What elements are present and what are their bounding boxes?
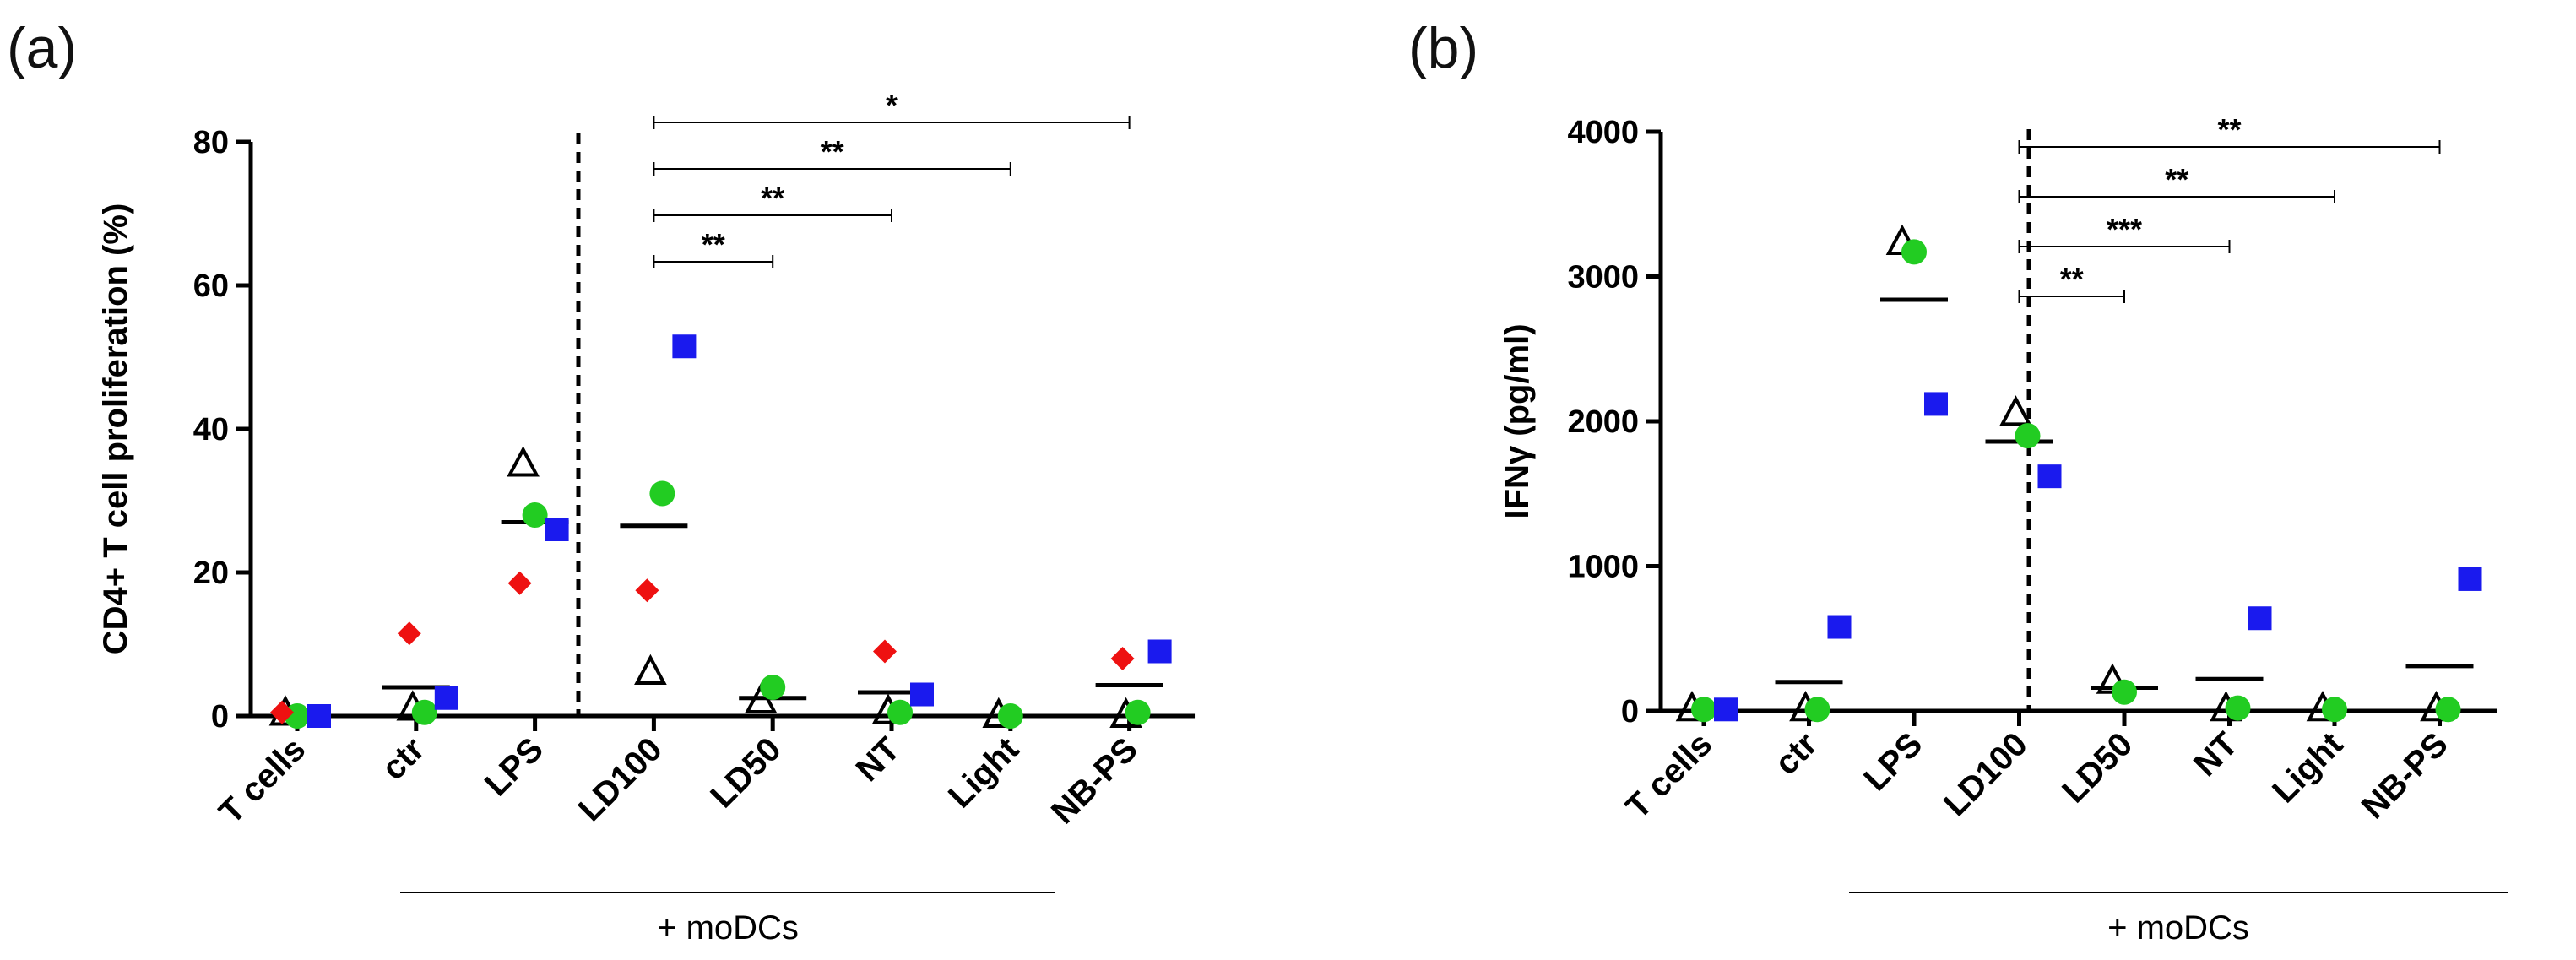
group-label: + moDCs [657, 909, 799, 946]
data-point-diamond [1110, 647, 1135, 670]
x-tick-label: LPS [1857, 725, 1929, 798]
data-point-square [2037, 464, 2062, 489]
x-tick-label: NB-PS [2355, 725, 2455, 826]
data-point-square [1714, 697, 1738, 722]
data-point-circle [760, 675, 786, 700]
significance-label: ** [2165, 162, 2188, 197]
data-point-circle [1691, 697, 1716, 723]
x-tick-label: Light [941, 730, 1026, 815]
data-point-circle [997, 703, 1023, 729]
group-label: + moDCs [2107, 909, 2249, 946]
data-point-circle [2435, 697, 2461, 723]
data-point-square [545, 518, 569, 541]
data-point-circle [2112, 679, 2137, 705]
x-tick-label: T cells [212, 730, 312, 831]
data-point-diamond [507, 571, 532, 595]
y-tick-label: 1000 [1567, 550, 1639, 585]
data-point-circle [1125, 699, 1151, 725]
y-tick-label: 2000 [1567, 404, 1639, 440]
y-tick-label: 40 [193, 412, 229, 447]
x-tick-label: ctr [375, 730, 431, 787]
data-point-circle [522, 502, 548, 528]
significance-label: * [886, 88, 898, 122]
data-point-diamond [635, 578, 659, 603]
significance-label: ** [702, 227, 725, 262]
data-point-square [307, 704, 331, 728]
y-axis-title: CD4+ T cell proliferation (%) [97, 203, 134, 655]
data-point-square [434, 686, 458, 710]
y-tick-label: 60 [193, 268, 229, 304]
panel-a: (a) 0 20 40 60 80 CD4+ T cell proliferation (%… [7, 16, 1196, 946]
panel-label: (a) [7, 16, 77, 80]
x-tick-label: NB-PS [1044, 730, 1145, 831]
x-tick-label: LD100 [572, 730, 670, 828]
panel-b: (b) 0 1000 2000 3000 4000 IFNγ (pg/ml) T cells c… [1408, 16, 2508, 946]
data-point-circle [1804, 697, 1830, 723]
panel-label: (b) [1408, 16, 1478, 80]
data-point-square [910, 682, 934, 707]
data-point-circle [1901, 239, 1927, 265]
data-point-square [672, 334, 697, 359]
y-axis-title: IFNγ (pg/ml) [1499, 323, 1536, 518]
data-point-diamond [397, 621, 421, 646]
data-point-circle [887, 699, 913, 725]
data-point-triangle [507, 446, 540, 477]
data-point-circle [2225, 695, 2251, 721]
x-tick-label: Light [2265, 725, 2350, 810]
y-tick-label: 4000 [1567, 115, 1639, 150]
data-point-triangle [634, 654, 667, 685]
significance-label: *** [2107, 212, 2142, 247]
significance-label: ** [821, 134, 844, 169]
y-tick-label: 0 [1621, 694, 1639, 729]
data-point-square [2248, 606, 2272, 631]
data-point-diamond [873, 639, 897, 664]
data-point-square [1924, 392, 1948, 416]
x-tick-label: ctr [1768, 725, 1825, 782]
x-tick-label: LD100 [1937, 725, 2035, 823]
x-tick-label: NT [2187, 725, 2245, 784]
data-point-triangle [744, 682, 778, 713]
data-point-square [1827, 615, 1852, 639]
y-tick-label: 0 [211, 699, 229, 735]
data-point-circle [2015, 423, 2041, 449]
data-point-triangle [1999, 395, 2032, 426]
y-tick-label: 80 [193, 125, 229, 160]
x-tick-label: NT [849, 730, 908, 789]
data-point-circle [649, 480, 675, 507]
y-tick-label: 20 [193, 556, 229, 591]
data-point-circle [2322, 697, 2347, 723]
x-tick-label: T cells [1619, 725, 1719, 826]
x-tick-label: LD50 [703, 730, 788, 815]
significance-label: ** [761, 181, 784, 215]
x-tick-label: LD50 [2055, 725, 2139, 810]
significance-label: ** [2217, 112, 2241, 147]
data-point-diamond [270, 700, 294, 724]
data-point-square [1147, 639, 1172, 664]
x-tick-label: LPS [478, 730, 550, 803]
data-point-circle [411, 699, 437, 725]
data-point-square [2458, 567, 2482, 591]
y-tick-label: 3000 [1567, 260, 1639, 296]
significance-label: ** [2060, 262, 2084, 296]
